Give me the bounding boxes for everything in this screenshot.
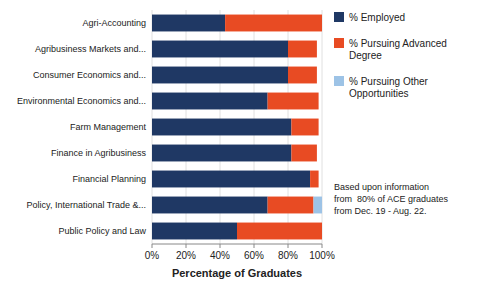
- legend-label-line: Degree: [349, 50, 382, 61]
- bar: [152, 197, 268, 214]
- bars: [152, 15, 322, 240]
- tick-label: 100%: [309, 250, 335, 261]
- bar: [322, 15, 323, 32]
- bar: [237, 223, 322, 240]
- axis-line: [152, 244, 322, 245]
- category-label: Financial Planning: [72, 174, 146, 184]
- legend-label: % Pursuing OtherOpportunities: [349, 76, 429, 99]
- legend-label-line: % Pursuing Other: [349, 76, 429, 87]
- tick: [288, 244, 289, 248]
- category-label: Policy, International Trade &...: [27, 200, 146, 210]
- chart: 0% 20% 40% 60% 80% 100% Percentage of Graduate…: [0, 0, 480, 290]
- category-label: Agri-Accounting: [82, 18, 146, 28]
- bar: [152, 119, 291, 136]
- bar: [310, 171, 319, 188]
- tick-label: 60%: [244, 250, 264, 261]
- bar: [316, 67, 317, 84]
- y-axis: Agri-Accounting Agribusiness Markets and.…: [17, 18, 147, 236]
- bar: [152, 41, 288, 58]
- category-label: Consumer Economics and...: [33, 70, 146, 80]
- bar: [152, 171, 310, 188]
- tick-label: 80%: [278, 250, 298, 261]
- bar: [318, 171, 319, 188]
- category-label: Finance in Agribusiness: [51, 148, 147, 158]
- legend-label-line: % Employed: [349, 12, 405, 23]
- annotation-line: from Dec. 19 - Aug. 22.: [334, 206, 427, 216]
- bar: [268, 93, 319, 110]
- x-axis: 0% 20% 40% 60% 80% 100%: [145, 10, 335, 261]
- tick: [254, 244, 255, 248]
- bar: [268, 197, 314, 214]
- annotation-line: Based upon information: [334, 182, 429, 192]
- tick-label: 20%: [176, 250, 196, 261]
- legend-swatch: [334, 12, 344, 22]
- legend-label-line: Opportunities: [349, 88, 408, 99]
- legend-label: % Pursuing AdvancedDegree: [349, 38, 447, 61]
- bar: [152, 145, 291, 162]
- tick: [220, 244, 221, 248]
- annotation-line: from 80% of ACE graduates: [334, 194, 449, 204]
- bar: [288, 41, 317, 58]
- category-label: Environmental Economics and...: [17, 96, 146, 106]
- bar: [152, 93, 268, 110]
- bar: [318, 93, 319, 110]
- bar: [152, 67, 288, 84]
- bar: [318, 119, 319, 136]
- legend-swatch: [334, 76, 344, 86]
- bar: [316, 41, 317, 58]
- tick: [186, 244, 187, 248]
- bar: [152, 223, 237, 240]
- x-axis-label: Percentage of Graduates: [172, 267, 302, 279]
- bar: [288, 67, 317, 84]
- legend-label: % Employed: [349, 12, 405, 23]
- category-label: Public Policy and Law: [58, 226, 146, 236]
- annotation: Based upon information from 80% of ACE gr…: [334, 182, 449, 216]
- bar: [322, 223, 323, 240]
- legend-label-line: % Pursuing Advanced: [349, 38, 447, 49]
- legend: % Employed% Pursuing AdvancedDegree% Pur…: [334, 12, 447, 99]
- tick-label: 0%: [145, 250, 160, 261]
- category-label: Farm Management: [70, 122, 147, 132]
- bar: [152, 15, 225, 32]
- bar: [225, 15, 322, 32]
- bar: [316, 145, 317, 162]
- bar: [291, 119, 318, 136]
- bar: [291, 145, 317, 162]
- legend-swatch: [334, 38, 344, 48]
- tick: [152, 244, 153, 248]
- bar: [314, 197, 323, 214]
- tick-label: 40%: [210, 250, 230, 261]
- category-label: Agribusiness Markets and...: [35, 44, 146, 54]
- tick: [322, 244, 323, 248]
